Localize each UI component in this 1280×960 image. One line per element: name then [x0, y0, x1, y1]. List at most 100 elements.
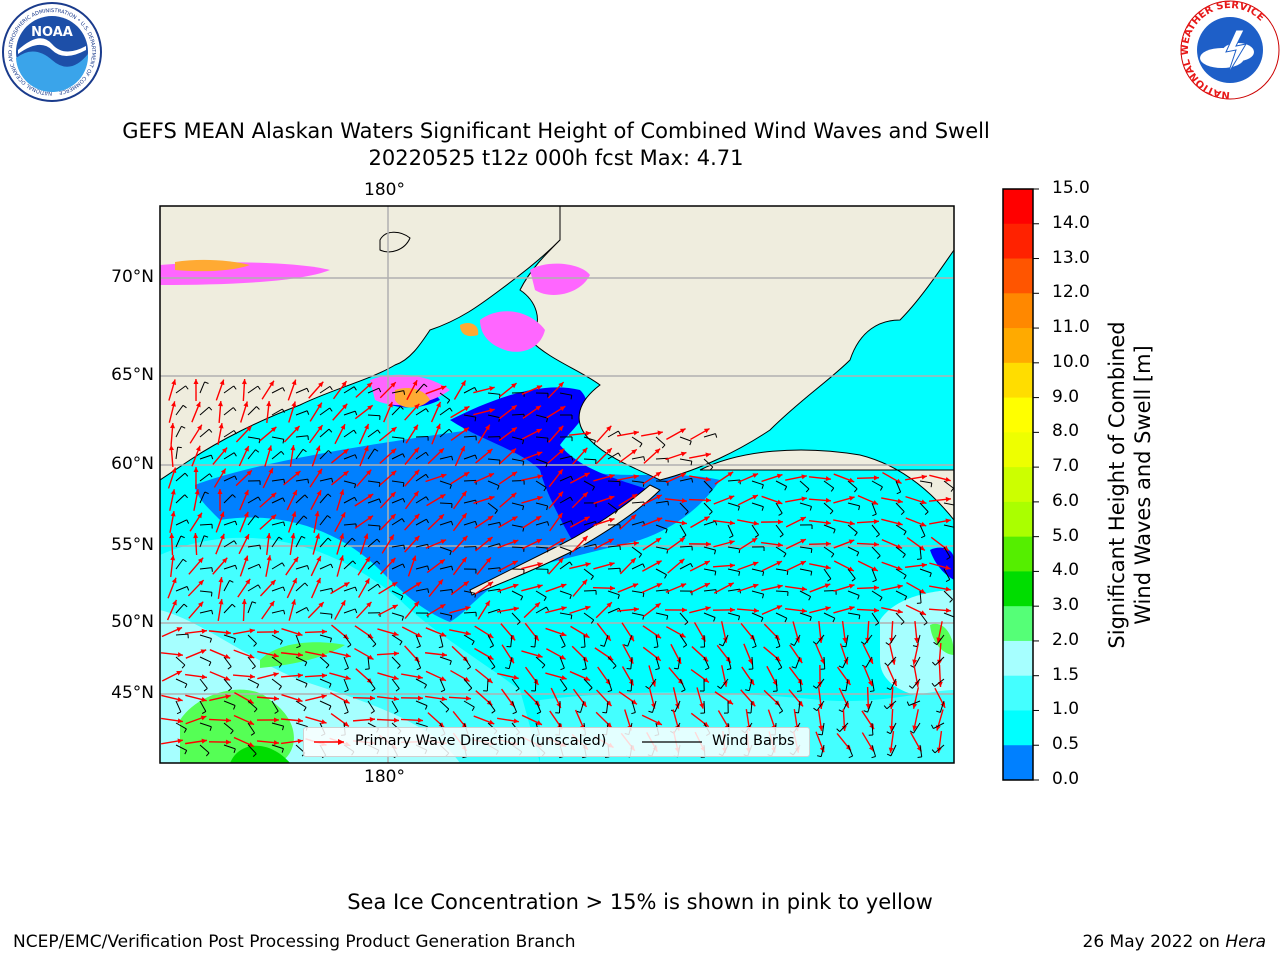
wind-barb — [583, 656, 587, 669]
wind-barb-flag — [296, 645, 301, 649]
wind-barb — [391, 406, 401, 416]
wind-barb-flag — [205, 752, 210, 757]
wind-barb-flag — [209, 638, 212, 643]
wind-barb-flag — [848, 755, 853, 759]
wave-direction-arrowhead — [512, 560, 518, 566]
wind-barb-flag — [602, 711, 607, 714]
wind-barb — [223, 744, 236, 750]
wind-barb — [223, 634, 236, 640]
wind-barb — [295, 515, 305, 526]
wind-barb-flag — [816, 755, 822, 758]
wave-direction-arrowhead — [937, 659, 943, 665]
wind-barb-flag — [491, 666, 496, 670]
wind-barb-flag — [274, 710, 279, 714]
wave-direction-arrowhead — [654, 448, 661, 454]
wind-barb — [367, 498, 380, 504]
wave-direction-arrowhead — [609, 473, 615, 479]
wind-barb-flag — [851, 578, 856, 582]
wave-direction-arrowhead — [727, 699, 734, 705]
wind-barb — [943, 546, 951, 558]
wave-direction-arrowhead — [390, 492, 396, 498]
wind-barb — [823, 568, 832, 580]
wind-barb — [799, 612, 812, 618]
wave-direction-arrowhead — [537, 653, 543, 659]
wind-barb — [463, 634, 475, 642]
wind-barb — [223, 540, 235, 548]
wave-direction-arrowhead — [291, 401, 297, 408]
wave-direction-arrowhead — [249, 674, 255, 680]
wave-direction-arrowhead — [557, 491, 564, 497]
wind-barb-flag — [183, 603, 188, 608]
wind-barb-flag — [631, 712, 636, 715]
wind-barb-flag — [752, 645, 757, 649]
wave-direction-arrowhead — [267, 445, 273, 451]
wave-direction-arrowhead — [438, 722, 445, 728]
colorbar-segment — [1003, 189, 1033, 225]
wind-barb-flag — [233, 452, 237, 457]
wave-direction-arrowhead — [722, 681, 728, 687]
wind-barb-flag — [255, 515, 259, 519]
wind-barb — [679, 562, 691, 570]
wave-direction-arrowhead — [364, 423, 369, 430]
sea-ice-note: Sea Ice Concentration > 15% is shown in … — [347, 890, 933, 914]
wind-barb — [391, 453, 403, 460]
wave-direction-arrowhead — [365, 556, 370, 563]
wind-barb-flag — [858, 614, 861, 620]
wave-direction-arrowhead — [889, 725, 895, 731]
wave-direction-arrowhead — [606, 700, 612, 707]
wave-direction-arrowhead — [297, 672, 303, 678]
wind-barb — [199, 634, 212, 639]
wind-barb-flag — [282, 586, 286, 592]
wind-barb-flag — [857, 595, 860, 600]
wind-barb — [463, 678, 473, 689]
wind-barb — [271, 408, 283, 416]
wind-barb — [295, 387, 308, 394]
wind-barb-flag — [945, 579, 950, 582]
wind-barb — [223, 656, 232, 667]
wind-barb — [343, 560, 354, 570]
wave-direction-arrowhead — [487, 448, 493, 455]
wave-direction-arrowhead — [225, 739, 231, 745]
wind-barb — [343, 656, 349, 669]
wind-barb-flag — [838, 709, 843, 713]
wind-barb-flag — [182, 558, 187, 563]
wind-barb-flag — [886, 753, 892, 757]
wind-barb-flag — [642, 592, 645, 598]
wind-barb-flag — [667, 501, 669, 506]
wind-barb — [271, 497, 284, 504]
wave-direction-arrowhead — [414, 535, 420, 542]
wind-barb — [751, 502, 764, 508]
wave-direction-arrowhead — [440, 676, 446, 681]
wave-direction-arrowhead — [366, 469, 372, 476]
wind-barb-flag — [306, 410, 310, 415]
wind-barb-flag — [645, 685, 650, 690]
wave-direction-arrowhead — [633, 474, 639, 480]
wind-barb — [367, 560, 378, 570]
wind-barb-flag — [718, 643, 724, 647]
wave-direction-arrowhead — [753, 608, 759, 614]
wind-barb-flag — [900, 621, 905, 626]
colorbar-segment — [1003, 501, 1033, 538]
wave-direction-arrowhead — [849, 605, 855, 611]
wave-direction-arrowhead — [366, 601, 372, 608]
wave-direction-arrowhead — [842, 637, 848, 643]
wind-barb-flag — [233, 385, 237, 390]
wind-barb-flag — [468, 687, 473, 692]
wind-barb-flag — [251, 665, 256, 670]
wave-direction-arrowhead — [679, 537, 685, 543]
wave-direction-arrowhead — [273, 717, 279, 723]
wave-direction-arrowhead — [801, 496, 807, 502]
wind-barb — [319, 428, 330, 438]
wave-direction-arrowhead — [297, 738, 303, 744]
wind-barb — [319, 477, 332, 482]
wave-direction-arrowhead — [920, 521, 927, 527]
wave-direction-arrowhead — [705, 476, 711, 482]
wind-barb-flag — [344, 667, 349, 671]
wave-direction-arrowhead — [388, 401, 393, 408]
wind-barb-flag — [546, 417, 549, 423]
wind-barb — [367, 387, 380, 394]
wind-barb-flag — [184, 494, 188, 499]
wind-barb-flag — [682, 534, 687, 538]
wind-barb — [223, 722, 234, 732]
wind-barb-flag — [401, 518, 405, 523]
